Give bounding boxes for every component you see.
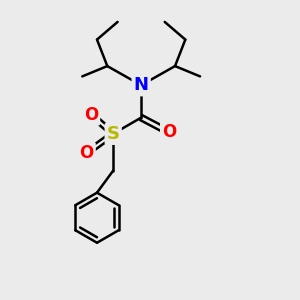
Text: N: N bbox=[134, 76, 149, 94]
Text: O: O bbox=[80, 144, 94, 162]
Text: O: O bbox=[162, 123, 176, 141]
Text: S: S bbox=[107, 125, 120, 143]
Text: O: O bbox=[84, 106, 98, 124]
